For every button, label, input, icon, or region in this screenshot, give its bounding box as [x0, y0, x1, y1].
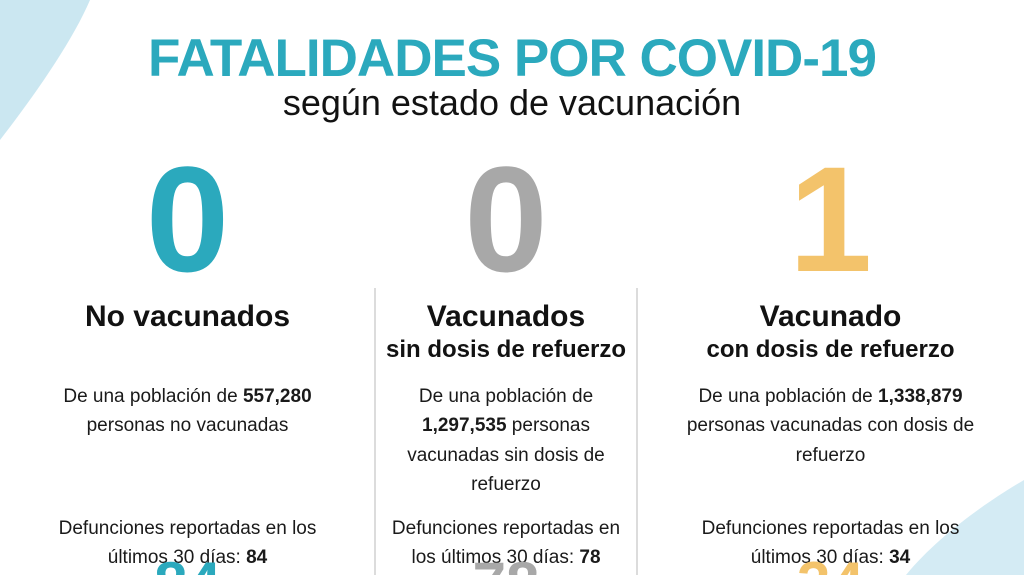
- deaths-prefix: Defunciones reportadas en los últimos 30…: [701, 518, 960, 569]
- population-prefix: De una población de: [698, 386, 879, 407]
- deaths-text: Defunciones reportadas en los últimos 30…: [38, 514, 338, 573]
- deaths-count-cutoff: 78: [375, 554, 637, 575]
- columns-row: 0 No vacunados De una población de 557,2…: [0, 140, 1024, 575]
- page-title: FATALIDADES POR COVID-19: [148, 29, 877, 88]
- column-vacunado-con-refuerzo: 1 Vacunado con dosis de refuerzo De una …: [637, 140, 1024, 575]
- population-text: De una población de 1,297,535 personas v…: [391, 382, 621, 514]
- deaths-value: 78: [579, 547, 601, 569]
- column-subheading: sin dosis de refuerzo: [385, 336, 627, 363]
- population-value: 1,338,879: [878, 386, 963, 407]
- column-heading: No vacunados: [84, 300, 291, 333]
- column-no-vacunados: 0 No vacunados De una población de 557,2…: [0, 140, 375, 575]
- population-prefix: De una población de: [63, 386, 243, 407]
- fatalities-count: 0: [464, 135, 548, 303]
- deaths-prefix: Defunciones reportadas en los últimos 30…: [391, 518, 621, 569]
- deaths-value: 84: [246, 547, 268, 569]
- column-heading-block: Vacunado con dosis de refuerzo: [706, 300, 954, 382]
- deaths-text: Defunciones reportadas en los últimos 30…: [681, 514, 981, 573]
- population-suffix: personas vacunadas con dosis de refuerzo: [686, 415, 975, 466]
- column-heading: Vacunados: [426, 300, 586, 333]
- deaths-count-cutoff: 84: [0, 554, 375, 575]
- population-value: 557,280: [242, 386, 312, 407]
- population-text: De una población de 557,280 personas no …: [28, 382, 348, 514]
- deaths-value: 34: [889, 547, 911, 569]
- column-divider-right: [636, 288, 638, 575]
- column-heading: Vacunado: [759, 300, 902, 333]
- population-value: 1,297,535: [422, 415, 507, 437]
- column-divider-left: [374, 288, 376, 575]
- column-heading-block: No vacunados: [85, 300, 290, 382]
- population-suffix: personas no vacunadas: [86, 415, 289, 437]
- deaths-count-cutoff: 34: [637, 554, 1024, 575]
- column-heading-block: Vacunados sin dosis de refuerzo: [386, 300, 626, 382]
- population-prefix: De una población de: [418, 386, 594, 407]
- population-text: De una población de 1,338,879 personas v…: [671, 382, 991, 514]
- fatalities-count: 0: [145, 135, 230, 303]
- deaths-text: Defunciones reportadas en los últimos 30…: [381, 514, 631, 573]
- page-subtitle: según estado de vacunación: [282, 82, 742, 123]
- fatalities-count: 1: [788, 135, 873, 303]
- column-vacunados-sin-refuerzo: 0 Vacunados sin dosis de refuerzo De una…: [375, 140, 637, 575]
- column-subheading: con dosis de refuerzo: [706, 336, 955, 363]
- population-suffix: personas vacunadas sin dosis de refuerzo: [407, 415, 605, 496]
- deaths-prefix: Defunciones reportadas en los últimos 30…: [58, 518, 317, 569]
